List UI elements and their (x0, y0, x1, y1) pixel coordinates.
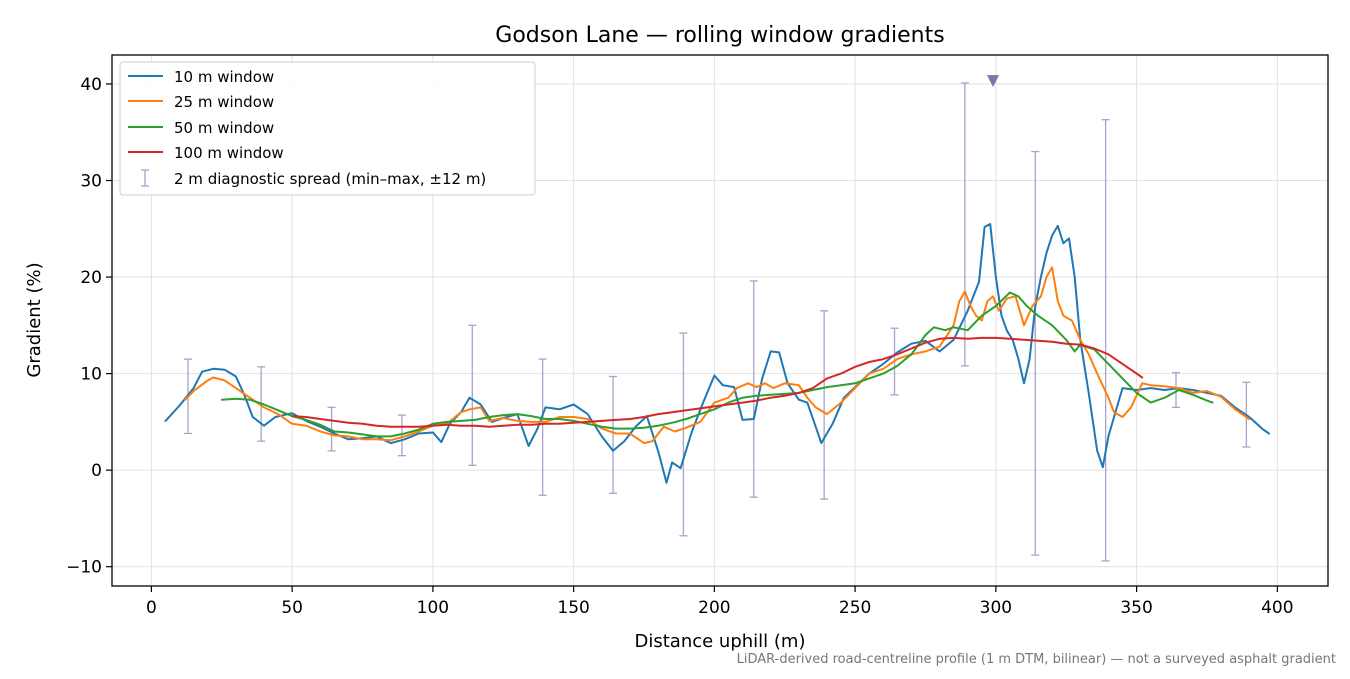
clipped-markers (987, 75, 1000, 88)
legend: 10 m window 25 m window 50 m window 100 … (119, 61, 536, 196)
x-tick-label: 200 (698, 598, 730, 618)
legend-box (119, 61, 536, 196)
legend-label-25m: 25 m window (174, 93, 274, 111)
legend-swatch-spread (141, 169, 149, 187)
legend-label-50m: 50 m window (174, 119, 274, 137)
line-25m-window (184, 266, 1251, 445)
x-tick-label: 350 (1120, 598, 1152, 618)
data-source-footnote: LiDAR-derived road-centreline profile (1… (736, 652, 1336, 667)
x-ticks: 0 50 100 150 200 250 300 350 400 (146, 586, 1294, 618)
y-tick-label: 40 (80, 75, 102, 95)
x-axis-label: Distance uphill (m) (635, 631, 806, 652)
spread-error-bar (468, 324, 477, 466)
spread-error-bar (1031, 150, 1040, 556)
x-tick-label: 250 (839, 598, 871, 618)
legend-label-spread: 2 m diagnostic spread (min–max, ±12 m) (174, 170, 486, 188)
y-ticks: −10 0 10 20 30 40 (66, 75, 112, 578)
series-lines (164, 223, 1270, 484)
line-50m-window (220, 291, 1214, 438)
spread-error-bar (679, 332, 688, 537)
x-tick-label: 100 (417, 598, 449, 618)
spread-error-bar (1172, 371, 1180, 409)
legend-label-100m: 100 m window (174, 144, 284, 162)
spread-error-bar (609, 375, 618, 494)
chart-title: Godson Lane — rolling window gradients (495, 23, 944, 48)
spread-error-bar (397, 414, 406, 457)
x-tick-label: 0 (146, 598, 157, 618)
y-tick-label: 20 (80, 268, 102, 288)
y-tick-label: −10 (66, 558, 102, 578)
y-axis-label: Gradient (%) (24, 262, 45, 377)
y-tick-label: 0 (91, 461, 102, 481)
spread-error-bar (1101, 119, 1110, 562)
legend-label-10m: 10 m window (174, 68, 274, 86)
y-tick-label: 30 (80, 172, 102, 192)
clipped-peak-marker (987, 75, 1000, 88)
spread-error-bars (184, 82, 1251, 562)
x-tick-label: 400 (1261, 598, 1293, 618)
line-100m-window (291, 336, 1144, 428)
spread-error-bar (749, 280, 758, 498)
spread-error-bar (820, 310, 829, 500)
x-tick-label: 150 (557, 598, 589, 618)
spread-error-bar (538, 358, 547, 496)
x-tick-label: 300 (980, 598, 1012, 618)
y-tick-label: 10 (80, 365, 102, 385)
x-tick-label: 50 (281, 598, 303, 618)
plot-frame (111, 54, 1329, 587)
